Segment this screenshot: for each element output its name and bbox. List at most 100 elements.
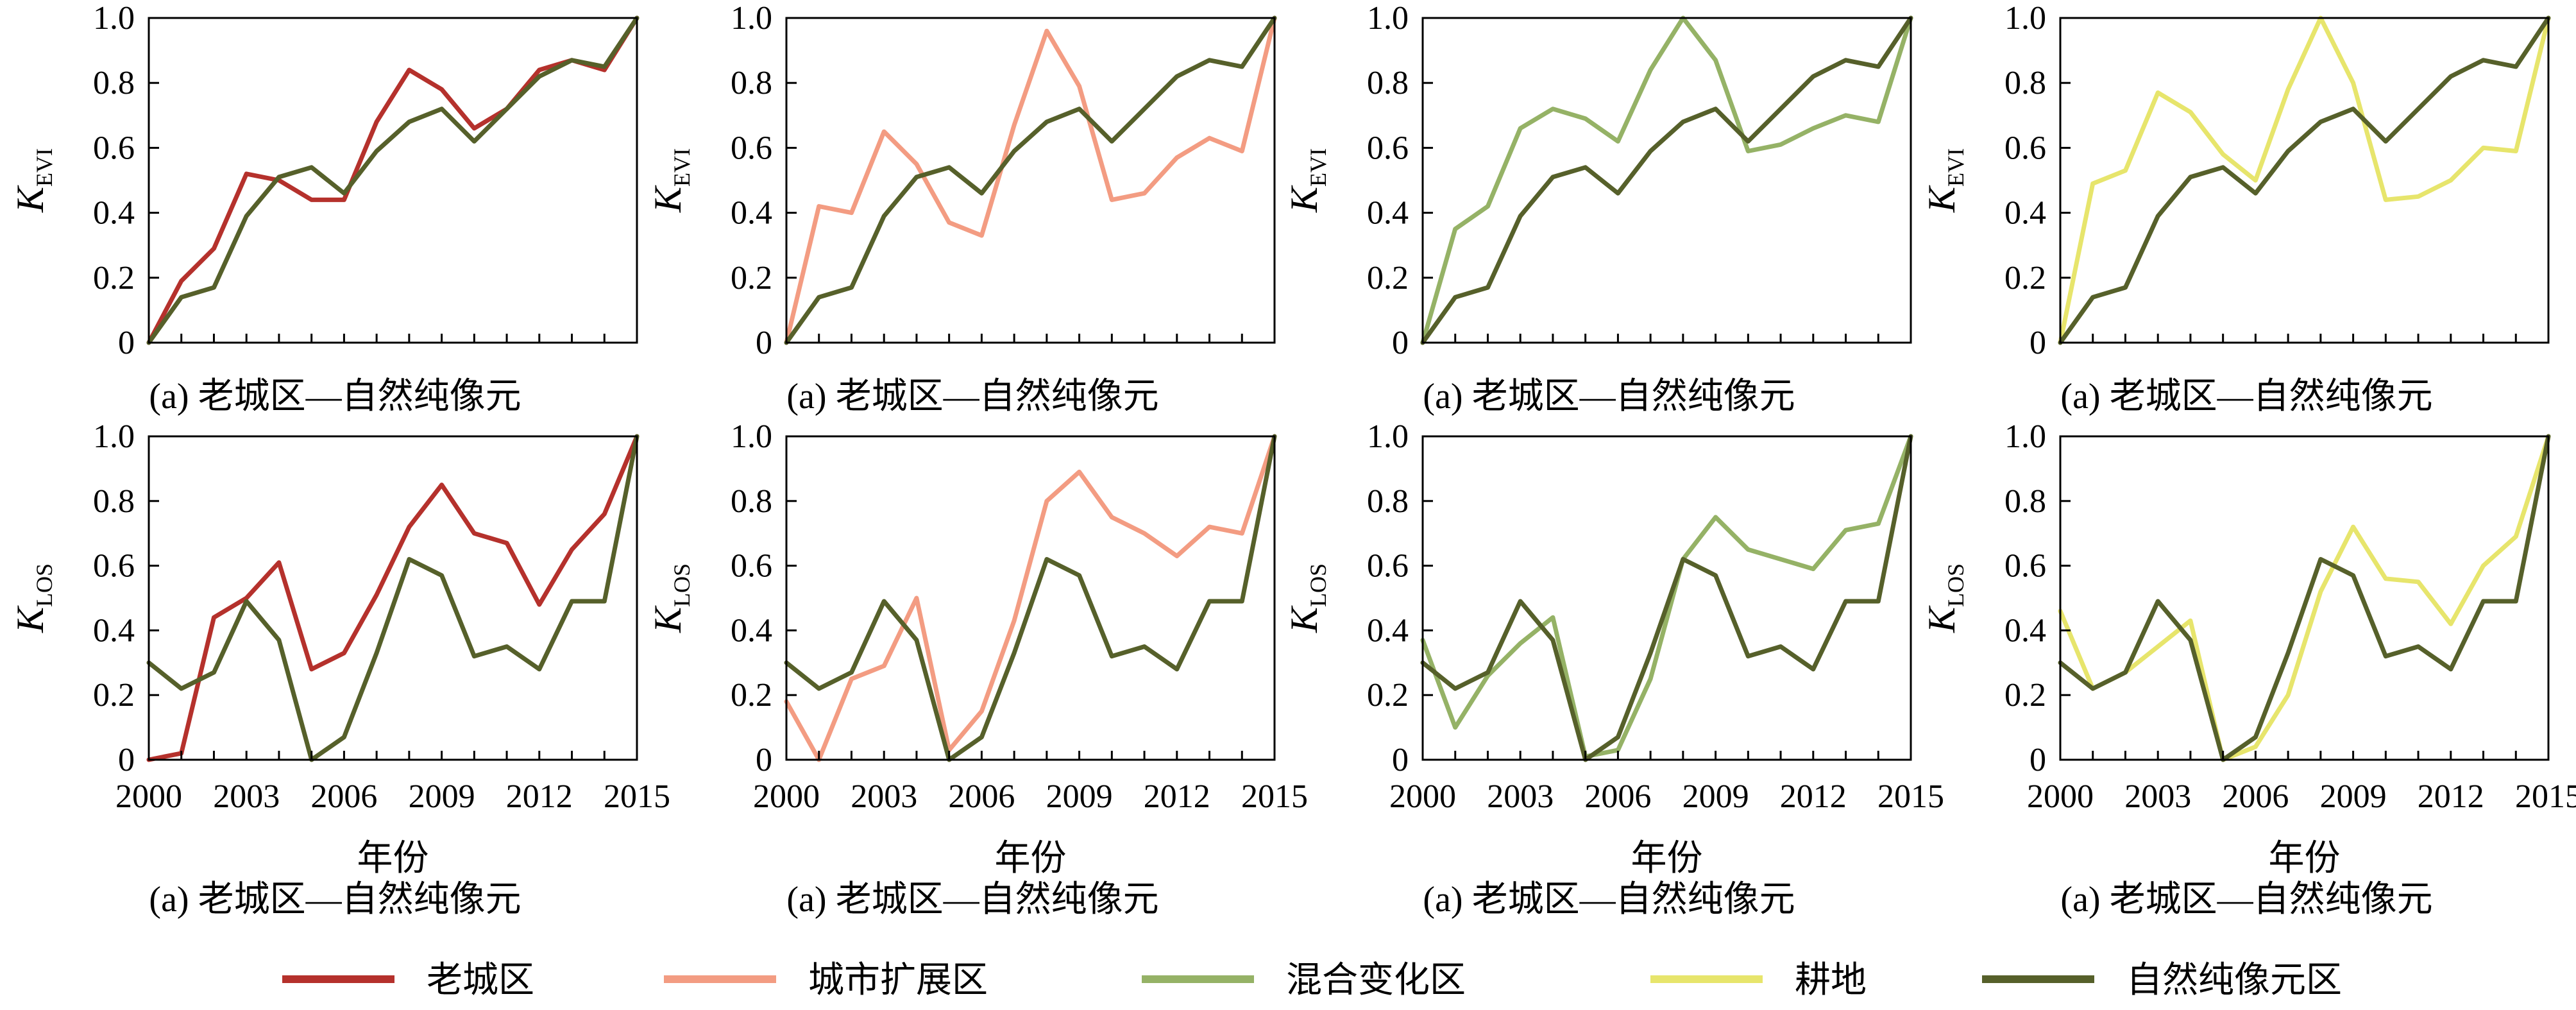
y-tick-label: 0.8	[93, 65, 135, 101]
x-tick-label: 2003	[851, 778, 917, 815]
panel-caption: (a) 老城区—自然纯像元	[1423, 377, 1795, 416]
y-axis-label: KEVI	[9, 148, 57, 213]
series-line	[2058, 15, 2551, 345]
y-axis-label-subscript: EVI	[1305, 148, 1331, 187]
series-line	[1420, 15, 1913, 345]
y-tick-label: 0.4	[93, 195, 135, 232]
series-line	[146, 434, 640, 762]
y-tick-label: 0.6	[1367, 548, 1409, 585]
series-line	[784, 15, 1277, 345]
y-axis-label-subscript: EVI	[669, 148, 695, 187]
legend-label: 混合变化区	[1286, 961, 1466, 1000]
x-tick-label: 2000	[2027, 778, 2094, 815]
series-line	[2058, 15, 2551, 345]
y-tick-label: 0.4	[731, 195, 772, 232]
y-tick-label: 0.8	[1367, 483, 1409, 520]
series-line	[146, 15, 640, 345]
y-tick-label: 1.0	[731, 418, 772, 455]
y-tick-label: 0.2	[2004, 260, 2046, 296]
x-tick-label: 2006	[1584, 778, 1651, 815]
plot-frame	[1421, 435, 1912, 761]
x-tick-label: 2003	[213, 778, 280, 815]
y-tick-label: 1.0	[93, 418, 135, 455]
legend-label: 耕地	[1795, 961, 1867, 1000]
y-tick-label: 1.0	[93, 0, 135, 37]
y-tick-label: 0.8	[731, 483, 772, 520]
y-tick-label: 0.2	[1367, 677, 1409, 714]
panel-caption: (a) 老城区—自然纯像元	[1423, 880, 1795, 920]
legend: 老城区 城市扩展区 混合变化区 耕地 自然纯像元区	[282, 961, 2342, 1000]
chart-panel-8: 0 0.2 0.4 0.6 0.8 1.0 2000 2003 2006 2009 2012 2015…	[1920, 418, 2576, 920]
y-tick-label: 0.4	[2004, 612, 2046, 649]
x-tick-label: 2012	[1144, 778, 1210, 815]
y-tick-label: 0.6	[93, 548, 135, 585]
y-axis-label-subscript: LOS	[1943, 563, 1969, 607]
y-axis-label-subscript: LOS	[1305, 563, 1331, 607]
panel-caption: (a) 老城区—自然纯像元	[2060, 880, 2432, 920]
y-tick-label: 0.2	[2004, 677, 2046, 714]
y-tick-label: 0.8	[1367, 65, 1409, 101]
legend-label: 自然纯像元区	[2126, 961, 2342, 1000]
y-axis-label: KLOS	[1920, 563, 1969, 633]
plot-frame	[1421, 17, 1912, 344]
y-axis-label-subscript: LOS	[31, 563, 57, 607]
x-tick-label: 2012	[506, 778, 573, 815]
y-tick-label: 0.6	[1367, 130, 1409, 166]
y-tick-label: 1.0	[731, 0, 772, 37]
y-tick-label: 0.6	[731, 130, 772, 166]
series-line	[784, 434, 1277, 762]
y-tick-label: 0.4	[1367, 612, 1409, 649]
y-tick-label: 0.2	[93, 677, 135, 714]
plot-frame	[2059, 17, 2550, 344]
y-axis-label: KLOS	[9, 563, 57, 633]
chart-panel-3: 0 0.2 0.4 0.6 0.8 1.0 KEVI (a) 老城区—自然纯像元	[1283, 0, 1913, 416]
x-tick-label: 2006	[2222, 778, 2289, 815]
x-tick-label: 2009	[1682, 778, 1749, 815]
legend-label: 城市扩展区	[808, 961, 988, 1000]
y-tick-label: 0.4	[93, 612, 135, 649]
y-tick-label: 0	[118, 742, 135, 778]
plot-frame	[2059, 435, 2550, 761]
x-axis-label: 年份	[357, 839, 429, 878]
series-line	[2058, 434, 2551, 762]
y-tick-label: 0.8	[93, 483, 135, 520]
chart-panel-1: 0 0.2 0.4 0.6 0.8 1.0 KEVI (a) 老城区—自然纯像元	[9, 0, 640, 416]
chart-panel-2: 0 0.2 0.4 0.6 0.8 1.0 KEVI (a) 老城区—自然纯像元	[647, 0, 1277, 416]
panel-caption: (a) 老城区—自然纯像元	[786, 880, 1158, 920]
series-line	[1420, 434, 1913, 759]
x-tick-label: 2015	[604, 778, 670, 815]
y-tick-label: 0.8	[731, 65, 772, 101]
panel-caption: (a) 老城区—自然纯像元	[2060, 377, 2432, 416]
chart-panel-4: 0 0.2 0.4 0.6 0.8 1.0 KEVI (a) 老城区—自然纯像元	[1920, 0, 2551, 416]
x-tick-label: 2006	[948, 778, 1015, 815]
y-tick-label: 0.6	[2004, 548, 2046, 585]
x-tick-label: 2015	[1877, 778, 1944, 815]
x-axis-label: 年份	[1631, 839, 1703, 878]
y-axis-label: KLOS	[1283, 563, 1331, 633]
series-line	[1420, 434, 1913, 762]
chart-panel-6: 0 0.2 0.4 0.6 0.8 1.0 2000 2003 2006 2009 2012 2015…	[647, 418, 1308, 920]
panel-caption: (a) 老城区—自然纯像元	[149, 880, 521, 920]
x-tick-label: 2000	[1389, 778, 1456, 815]
y-tick-label: 1.0	[2004, 0, 2046, 37]
y-tick-label: 0.2	[731, 677, 772, 714]
plot-frame	[785, 435, 1276, 761]
y-tick-label: 1.0	[1367, 0, 1409, 37]
x-tick-label: 2000	[115, 778, 182, 815]
y-tick-label: 0.6	[93, 130, 135, 166]
y-tick-label: 0	[2029, 742, 2046, 778]
series-line	[784, 434, 1277, 762]
x-tick-label: 2003	[2124, 778, 2191, 815]
chart-panel-7: 0 0.2 0.4 0.6 0.8 1.0 2000 2003 2006 2009 2012 2015…	[1283, 418, 1944, 920]
panel-caption: (a) 老城区—自然纯像元	[786, 377, 1158, 416]
x-tick-label: 2003	[1487, 778, 1554, 815]
x-tick-label: 2009	[1046, 778, 1113, 815]
y-tick-label: 0	[1392, 325, 1409, 361]
x-tick-label: 2006	[310, 778, 377, 815]
y-tick-label: 0.6	[731, 548, 772, 585]
series-line	[146, 434, 640, 762]
series-line	[784, 15, 1277, 345]
y-tick-label: 0.2	[93, 260, 135, 296]
y-tick-label: 0.8	[2004, 65, 2046, 101]
